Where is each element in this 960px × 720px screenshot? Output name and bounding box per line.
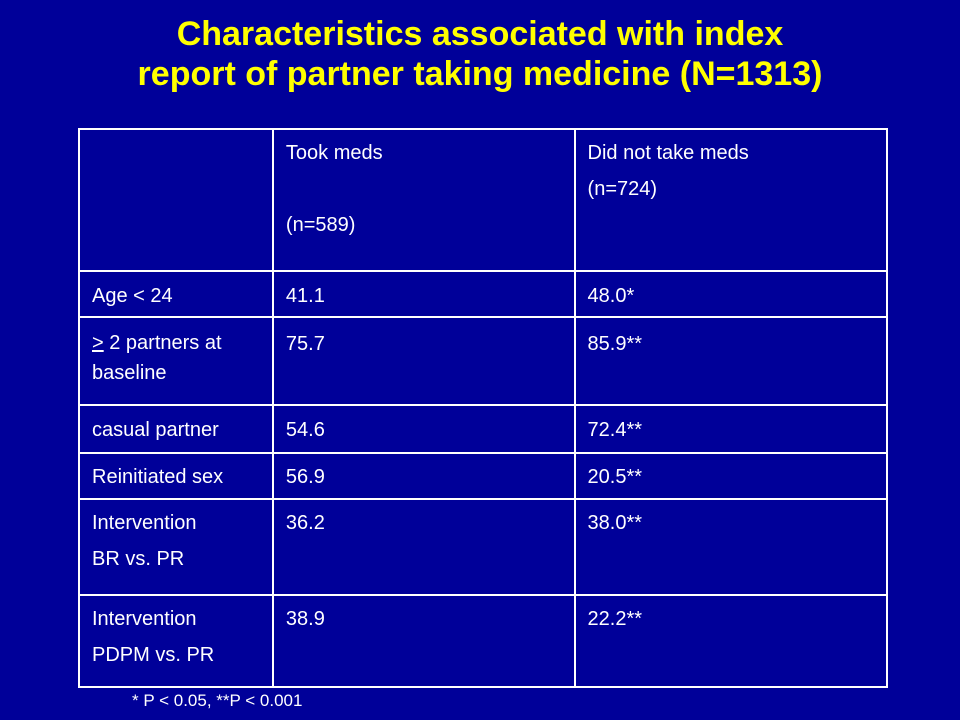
table-header-row: Took meds (n=589) Did not take meds (n=7…: [78, 128, 889, 272]
slide-title: Characteristics associated with index re…: [0, 14, 960, 94]
header-cell-empty: [78, 128, 274, 272]
table-row: Intervention PDPM vs. PR 38.9 22.2**: [78, 594, 889, 688]
table-row: Reinitiated sex 56.9 20.5**: [78, 452, 889, 500]
took-meds-value: 54.6: [271, 404, 576, 454]
row-label: casual partner: [78, 404, 274, 454]
took-meds-value: 36.2: [271, 498, 576, 596]
did-not-take-value: 72.4**: [573, 404, 889, 454]
header-took-meds-label: Took meds: [285, 142, 383, 164]
header-cell-took-meds: Took meds (n=589): [271, 128, 576, 272]
characteristics-table: Took meds (n=589) Did not take meds (n=7…: [78, 128, 889, 688]
took-meds-value: 75.7: [271, 316, 576, 406]
row-label-line-1: Intervention: [92, 512, 197, 534]
header-cell-did-not-take-meds: Did not take meds (n=724): [573, 128, 889, 272]
row-label-text: 2 partners at baseline: [92, 332, 222, 384]
row-label-line-2: BR vs. PR: [92, 548, 185, 570]
slide-title-line-2: report of partner taking medicine (N=131…: [137, 55, 823, 93]
did-not-take-value: 22.2**: [573, 594, 889, 688]
did-not-take-value: 38.0**: [573, 498, 889, 596]
took-meds-value: 56.9: [271, 452, 576, 500]
header-did-not-take-n: (n=724): [587, 178, 658, 200]
took-meds-value: 41.1: [271, 270, 576, 318]
did-not-take-value: 85.9**: [573, 316, 889, 406]
greater-equal-symbol: >: [92, 332, 104, 354]
row-label: > 2 partners at baseline: [78, 316, 274, 406]
took-meds-value: 38.9: [271, 594, 576, 688]
row-label: Intervention PDPM vs. PR: [78, 594, 274, 688]
table-row: Intervention BR vs. PR 36.2 38.0**: [78, 498, 889, 596]
header-did-not-take-label: Did not take meds: [587, 142, 749, 164]
row-label-line-1: Intervention: [92, 608, 197, 630]
did-not-take-value: 20.5**: [573, 452, 889, 500]
table-row: casual partner 54.6 72.4**: [78, 404, 889, 454]
row-label: Reinitiated sex: [78, 452, 274, 500]
row-label-line-2: PDPM vs. PR: [92, 644, 215, 666]
header-took-meds-n: (n=589): [285, 214, 356, 236]
table-row: Age < 24 41.1 48.0*: [78, 270, 889, 318]
slide-title-line-1: Characteristics associated with index: [176, 15, 784, 53]
row-label: Intervention BR vs. PR: [78, 498, 274, 596]
did-not-take-value: 48.0*: [573, 270, 889, 318]
row-label: Age < 24: [78, 270, 274, 318]
table-row: > 2 partners at baseline 75.7 85.9**: [78, 316, 889, 406]
significance-footnote: * P < 0.05, **P < 0.001: [132, 691, 303, 710]
